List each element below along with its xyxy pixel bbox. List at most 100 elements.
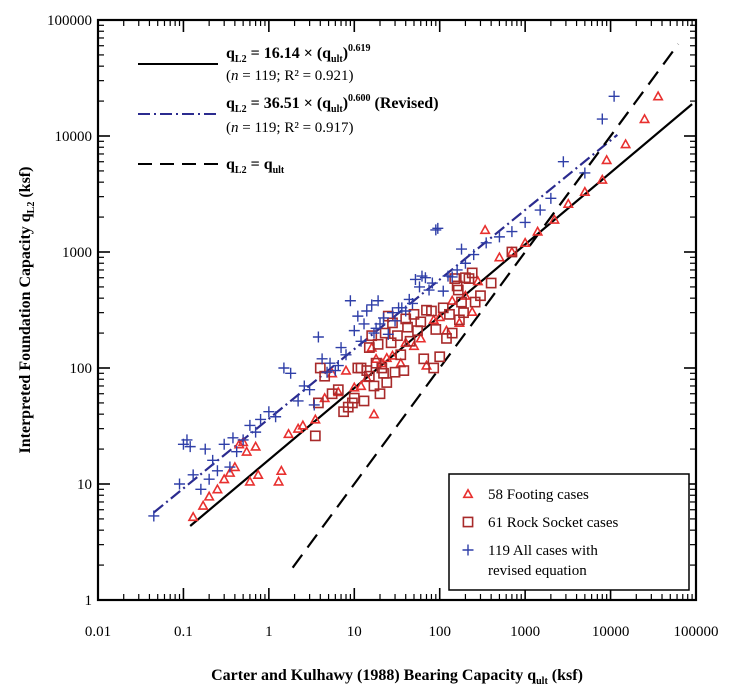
rock-socket-point xyxy=(385,337,397,349)
rock-socket-point xyxy=(387,317,398,329)
x-tick-label: 100 xyxy=(428,624,451,640)
all-cases-point xyxy=(480,237,492,249)
rock-socket-point xyxy=(430,324,442,335)
all-cases-point xyxy=(304,384,316,396)
all-cases-point xyxy=(409,273,421,285)
all-cases-point xyxy=(211,465,223,477)
footing-point xyxy=(348,381,360,392)
rock-socket-point xyxy=(372,338,384,350)
all-cases-point xyxy=(321,366,333,378)
footing-point xyxy=(479,224,491,235)
all-cases-point xyxy=(446,271,458,283)
rock-socket-point xyxy=(358,395,370,407)
rock-socket-point xyxy=(402,321,413,333)
all-cases-point xyxy=(340,349,352,361)
all-cases-point xyxy=(344,295,356,307)
rock-socket-point xyxy=(381,377,393,388)
footing-point xyxy=(601,154,613,165)
all-cases-point xyxy=(237,434,249,446)
all-cases-point xyxy=(199,443,211,455)
legend-plus-symbol xyxy=(462,544,474,556)
rock-socket-point xyxy=(352,362,364,374)
all-cases-point xyxy=(324,357,336,369)
rock-socket-point xyxy=(466,267,478,279)
all-cases-point xyxy=(608,90,620,102)
footing-point xyxy=(218,473,230,484)
x-tick-label: 10 xyxy=(347,624,362,640)
rock-socket-point xyxy=(418,353,430,365)
all-cases-point xyxy=(263,406,275,418)
footing-point xyxy=(355,380,367,391)
revised-fit-stats: (n = 119; R² = 0.917) xyxy=(226,120,354,136)
all-cases-point xyxy=(224,461,236,473)
power-fit-stats: (n = 119; R² = 0.921) xyxy=(226,68,354,84)
all-cases-point xyxy=(506,226,518,238)
all-cases-point xyxy=(278,362,290,374)
footing-point xyxy=(187,511,199,522)
all-cases-point xyxy=(335,342,347,354)
rock-socket-point xyxy=(332,384,344,396)
x-tick-label: 0.01 xyxy=(85,624,111,640)
y-tick-label: 10000 xyxy=(55,129,93,145)
rock-socket-point xyxy=(392,330,403,342)
y-tick-label: 1 xyxy=(85,593,93,609)
rock-socket-point xyxy=(426,305,437,317)
legend-triangle-symbol xyxy=(462,488,474,499)
footing-point xyxy=(562,198,574,209)
all-cases-point xyxy=(456,243,468,255)
all-cases-point xyxy=(358,318,370,330)
rock-socket-point xyxy=(446,327,458,339)
rock-socket-point xyxy=(309,430,321,442)
all-cases-point xyxy=(374,318,386,330)
legend-footing-label: 58 Footing cases xyxy=(488,487,589,503)
rock-socket-point xyxy=(449,273,461,284)
all-cases-point xyxy=(437,285,449,297)
all-cases-point xyxy=(419,272,431,284)
footing-point xyxy=(252,468,264,479)
all-cases-point xyxy=(596,113,608,125)
all-cases-point xyxy=(382,328,394,340)
all-cases-point xyxy=(203,473,215,485)
y-tick-label: 1000 xyxy=(62,245,92,261)
rock-socket-point xyxy=(428,362,440,374)
x-axis-title: Carter and Kulhawy (1988) Bearing Capaci… xyxy=(211,667,583,687)
rock-socket-point xyxy=(456,296,467,308)
all-cases-point xyxy=(255,413,267,425)
footing-point xyxy=(203,490,215,501)
all-cases-point xyxy=(244,419,256,431)
legend-square-marker xyxy=(462,516,474,528)
all-cases-point xyxy=(414,281,426,293)
all-cases-point xyxy=(207,454,219,466)
footing-point xyxy=(466,305,478,316)
rock-socket-point xyxy=(475,290,486,302)
y-tick-label: 100 xyxy=(70,361,93,377)
footing-point xyxy=(440,324,453,335)
legend-box xyxy=(448,473,690,591)
footing-point xyxy=(386,349,399,360)
all-cases-point xyxy=(355,335,367,347)
footing-point xyxy=(237,436,249,447)
footing-point xyxy=(309,413,321,424)
all-cases-point xyxy=(348,325,360,337)
all-cases-point xyxy=(312,331,324,343)
y-tick-label: 10 xyxy=(77,477,92,493)
rock-socket-point xyxy=(485,277,497,289)
all-cases-point xyxy=(316,353,328,365)
all-cases-point xyxy=(400,305,412,317)
rock-socket-point xyxy=(434,351,446,363)
all-cases-point xyxy=(372,295,384,307)
all-cases-point xyxy=(187,469,199,481)
rock-socket-point xyxy=(506,246,518,258)
footing-point xyxy=(446,294,458,305)
all-cases-point xyxy=(270,411,282,423)
all-cases-point xyxy=(366,299,378,311)
footing-point xyxy=(652,90,664,101)
all-cases-point xyxy=(181,434,193,446)
revised-fit-equation: qL2 = 36.51 × (qult)0.600 (Revised) xyxy=(226,93,439,115)
x-tick-label: 10000 xyxy=(592,624,630,640)
all-cases-point xyxy=(285,367,297,379)
x-tick-label: 100000 xyxy=(674,624,719,640)
all-cases-point xyxy=(432,222,444,234)
power-fit-equation: qL2 = 16.14 × (qult)0.619 xyxy=(226,43,371,65)
